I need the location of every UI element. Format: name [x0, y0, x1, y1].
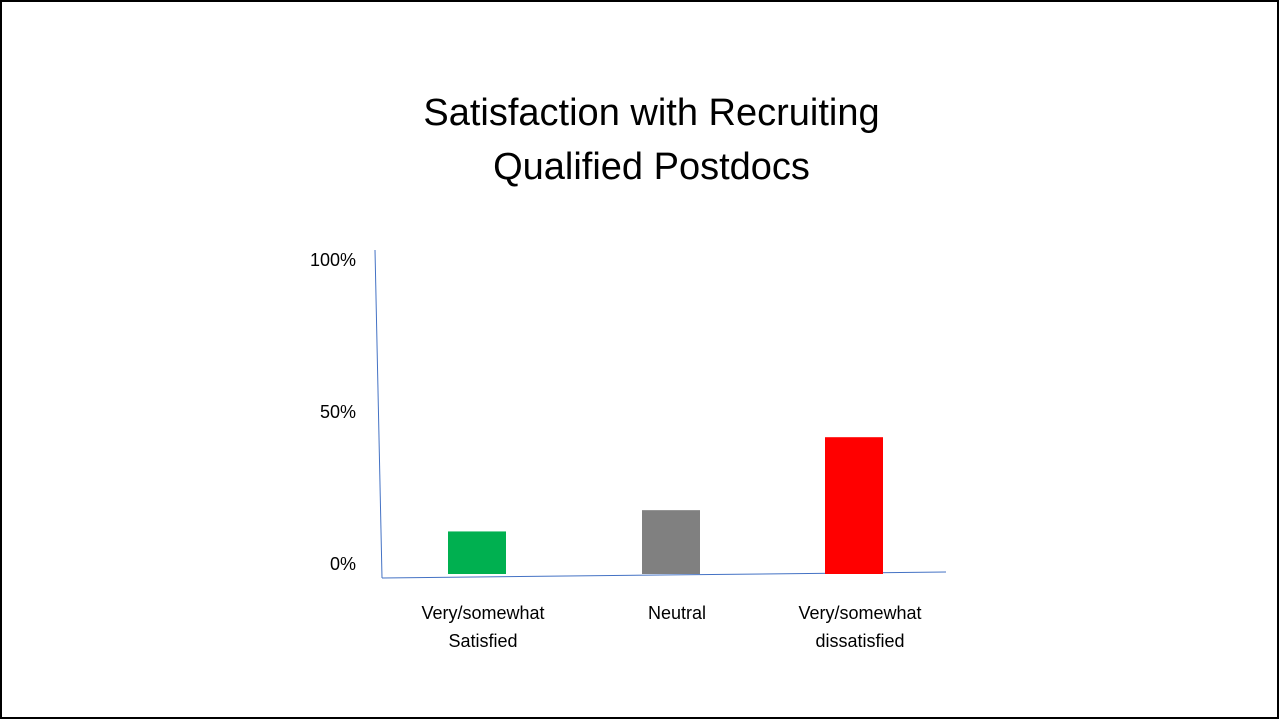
x-category-label: Very/somewhat dissatisfied: [798, 603, 921, 651]
bar: [825, 437, 883, 574]
x-axis-labels: Very/somewhat Satisfied Neutral Very/somewh…: [421, 603, 921, 651]
bar: [642, 510, 700, 574]
y-tick-label: 50%: [320, 402, 356, 422]
y-axis-line: [374, 249, 383, 579]
y-tick-label: 100%: [310, 250, 356, 270]
y-tick-label: 0%: [330, 554, 356, 574]
bar: [448, 531, 506, 574]
x-category-label: Very/somewhat Satisfied: [421, 603, 544, 651]
chart-title-line-1: Satisfaction with Recruiting: [423, 92, 880, 134]
x-category-label: Neutral: [648, 603, 706, 623]
chart-title: Satisfaction with Recruiting Qualified P…: [2, 86, 1279, 194]
chart-title-line-2: Qualified Postdocs: [493, 146, 810, 188]
y-axis: 0% 50% 100%: [310, 249, 947, 579]
bars: [448, 437, 883, 574]
